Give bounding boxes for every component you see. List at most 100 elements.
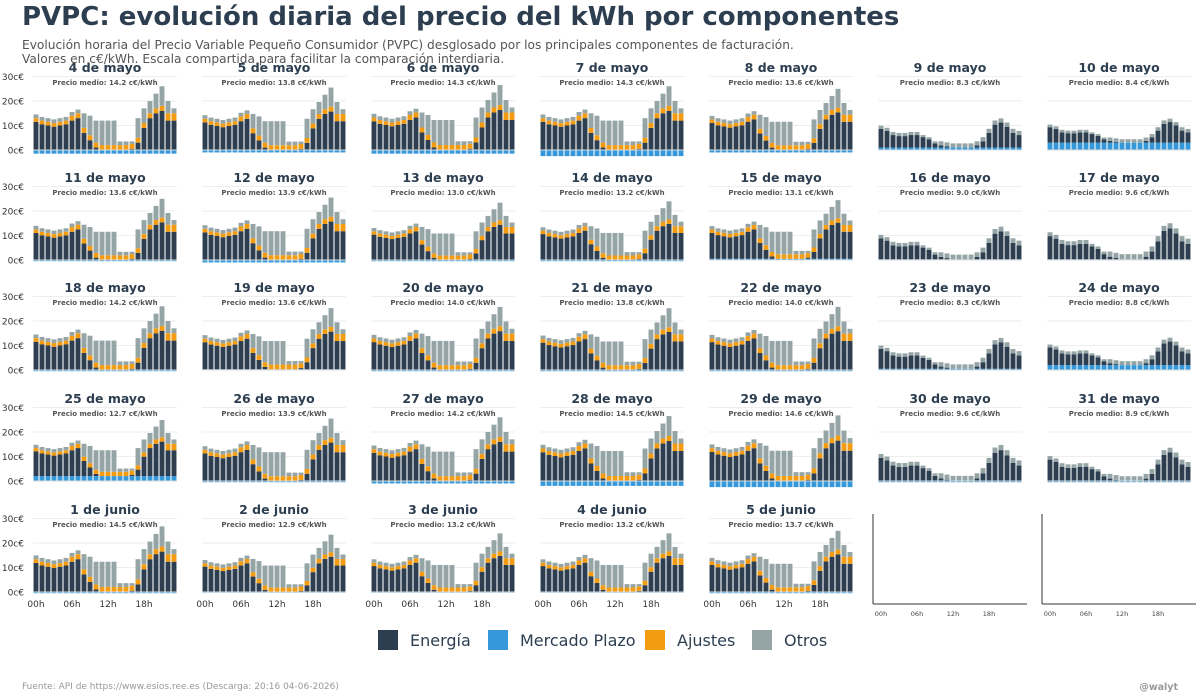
bar-ajustes bbox=[111, 145, 117, 150]
bar-otros bbox=[811, 338, 817, 358]
bar-energia bbox=[340, 231, 346, 260]
bar-energia bbox=[1071, 354, 1077, 366]
bar-otros bbox=[123, 583, 129, 587]
bar-ajustes bbox=[479, 567, 485, 572]
bar-energia bbox=[660, 558, 666, 592]
bar-mercado-plazo bbox=[123, 260, 129, 262]
legend-label: Energía bbox=[410, 630, 471, 650]
bar-ajustes bbox=[455, 255, 461, 260]
bar-otros bbox=[105, 231, 111, 256]
bar-mercado-plazo bbox=[33, 260, 39, 262]
bar-energia bbox=[129, 590, 135, 592]
bar-energia bbox=[678, 232, 684, 260]
bar-energia bbox=[497, 331, 503, 370]
bar-mercado-plazo bbox=[1077, 481, 1083, 483]
bar-mercado-plazo bbox=[419, 260, 425, 262]
bar-ajustes bbox=[552, 566, 558, 570]
panel-date-title: 31 de mayo bbox=[1078, 391, 1160, 406]
bar-otros bbox=[256, 447, 262, 467]
x-tick-label: 06h bbox=[570, 600, 587, 610]
bar-otros bbox=[1173, 452, 1179, 458]
bar-mercado-plazo bbox=[552, 260, 558, 262]
bar-otros bbox=[455, 141, 461, 146]
bar-ajustes bbox=[678, 334, 684, 342]
bar-mercado-plazo bbox=[672, 260, 678, 262]
bar-ajustes bbox=[624, 476, 630, 481]
bar-otros bbox=[793, 472, 799, 476]
bar-otros bbox=[123, 468, 129, 472]
bar-ajustes bbox=[117, 471, 123, 477]
bar-otros bbox=[823, 544, 829, 557]
bar-mercado-plazo bbox=[914, 481, 920, 483]
bar-otros bbox=[715, 228, 721, 232]
bar-otros bbox=[576, 442, 582, 447]
bar-energia bbox=[745, 121, 751, 150]
bar-otros bbox=[666, 86, 672, 106]
bar-energia bbox=[666, 223, 672, 260]
bar-ajustes bbox=[594, 466, 600, 472]
bar-ajustes bbox=[727, 233, 733, 238]
bar-otros bbox=[401, 337, 407, 341]
bar-mercado-plazo bbox=[920, 481, 926, 483]
bar-mercado-plazo bbox=[829, 481, 835, 488]
bar-otros bbox=[171, 108, 177, 114]
bar-otros bbox=[660, 208, 666, 222]
bar-ajustes bbox=[93, 142, 99, 148]
bar-energia bbox=[1113, 364, 1119, 366]
bar-energia bbox=[310, 459, 316, 481]
bar-energia bbox=[558, 238, 564, 260]
bar-mercado-plazo bbox=[1089, 481, 1095, 483]
bar-ajustes bbox=[123, 365, 129, 370]
x-tick-label: 18h bbox=[1152, 610, 1164, 618]
bar-otros bbox=[395, 449, 401, 453]
bar-energia bbox=[147, 118, 153, 150]
bar-mercado-plazo bbox=[878, 368, 884, 370]
bar-energia bbox=[751, 561, 757, 592]
bar-ajustes bbox=[99, 145, 105, 150]
bar-ajustes bbox=[141, 123, 147, 128]
bar-mercado-plazo bbox=[540, 481, 546, 486]
bar-mercado-plazo bbox=[793, 150, 799, 153]
bar-energia bbox=[147, 229, 153, 260]
bar-energia bbox=[244, 449, 250, 481]
bar-ajustes bbox=[455, 476, 461, 481]
bar-ajustes bbox=[781, 365, 787, 370]
bar-ajustes bbox=[757, 128, 763, 134]
bar-ajustes bbox=[141, 564, 147, 570]
bar-energia bbox=[1173, 125, 1179, 143]
bar-otros bbox=[292, 584, 298, 588]
bar-mercado-plazo bbox=[582, 481, 588, 486]
bar-mercado-plazo bbox=[576, 260, 582, 262]
bar-energia bbox=[721, 568, 727, 592]
bar-ajustes bbox=[117, 255, 123, 260]
panel-average-price: Precio medio: 13.6 c€/kWh bbox=[728, 79, 833, 87]
bar-otros bbox=[33, 334, 39, 339]
bar-energia bbox=[1016, 135, 1022, 148]
bar-energia bbox=[564, 569, 570, 592]
bar-ajustes bbox=[298, 363, 304, 369]
bar-otros bbox=[576, 557, 582, 561]
bar-otros bbox=[992, 120, 998, 125]
bar-ajustes bbox=[564, 121, 570, 126]
bar-otros bbox=[75, 550, 81, 555]
bar-ajustes bbox=[39, 561, 45, 566]
bar-energia bbox=[540, 234, 546, 260]
bar-otros bbox=[99, 120, 105, 146]
bar-energia bbox=[600, 257, 606, 260]
bar-ajustes bbox=[612, 255, 618, 260]
bar-otros bbox=[503, 215, 509, 227]
bar-otros bbox=[389, 339, 395, 344]
bar-mercado-plazo bbox=[950, 368, 956, 370]
bar-otros bbox=[733, 229, 739, 233]
bar-ajustes bbox=[340, 223, 346, 232]
bar-mercado-plazo bbox=[419, 150, 425, 154]
panel-date-title: 3 de junio bbox=[408, 502, 478, 517]
bar-ajustes bbox=[304, 357, 310, 363]
panel-date-title: 24 de mayo bbox=[1078, 280, 1160, 295]
bar-ajustes bbox=[594, 578, 600, 583]
bar-otros bbox=[775, 450, 781, 476]
bar-mercado-plazo bbox=[135, 150, 141, 154]
bar-energia bbox=[304, 142, 310, 150]
